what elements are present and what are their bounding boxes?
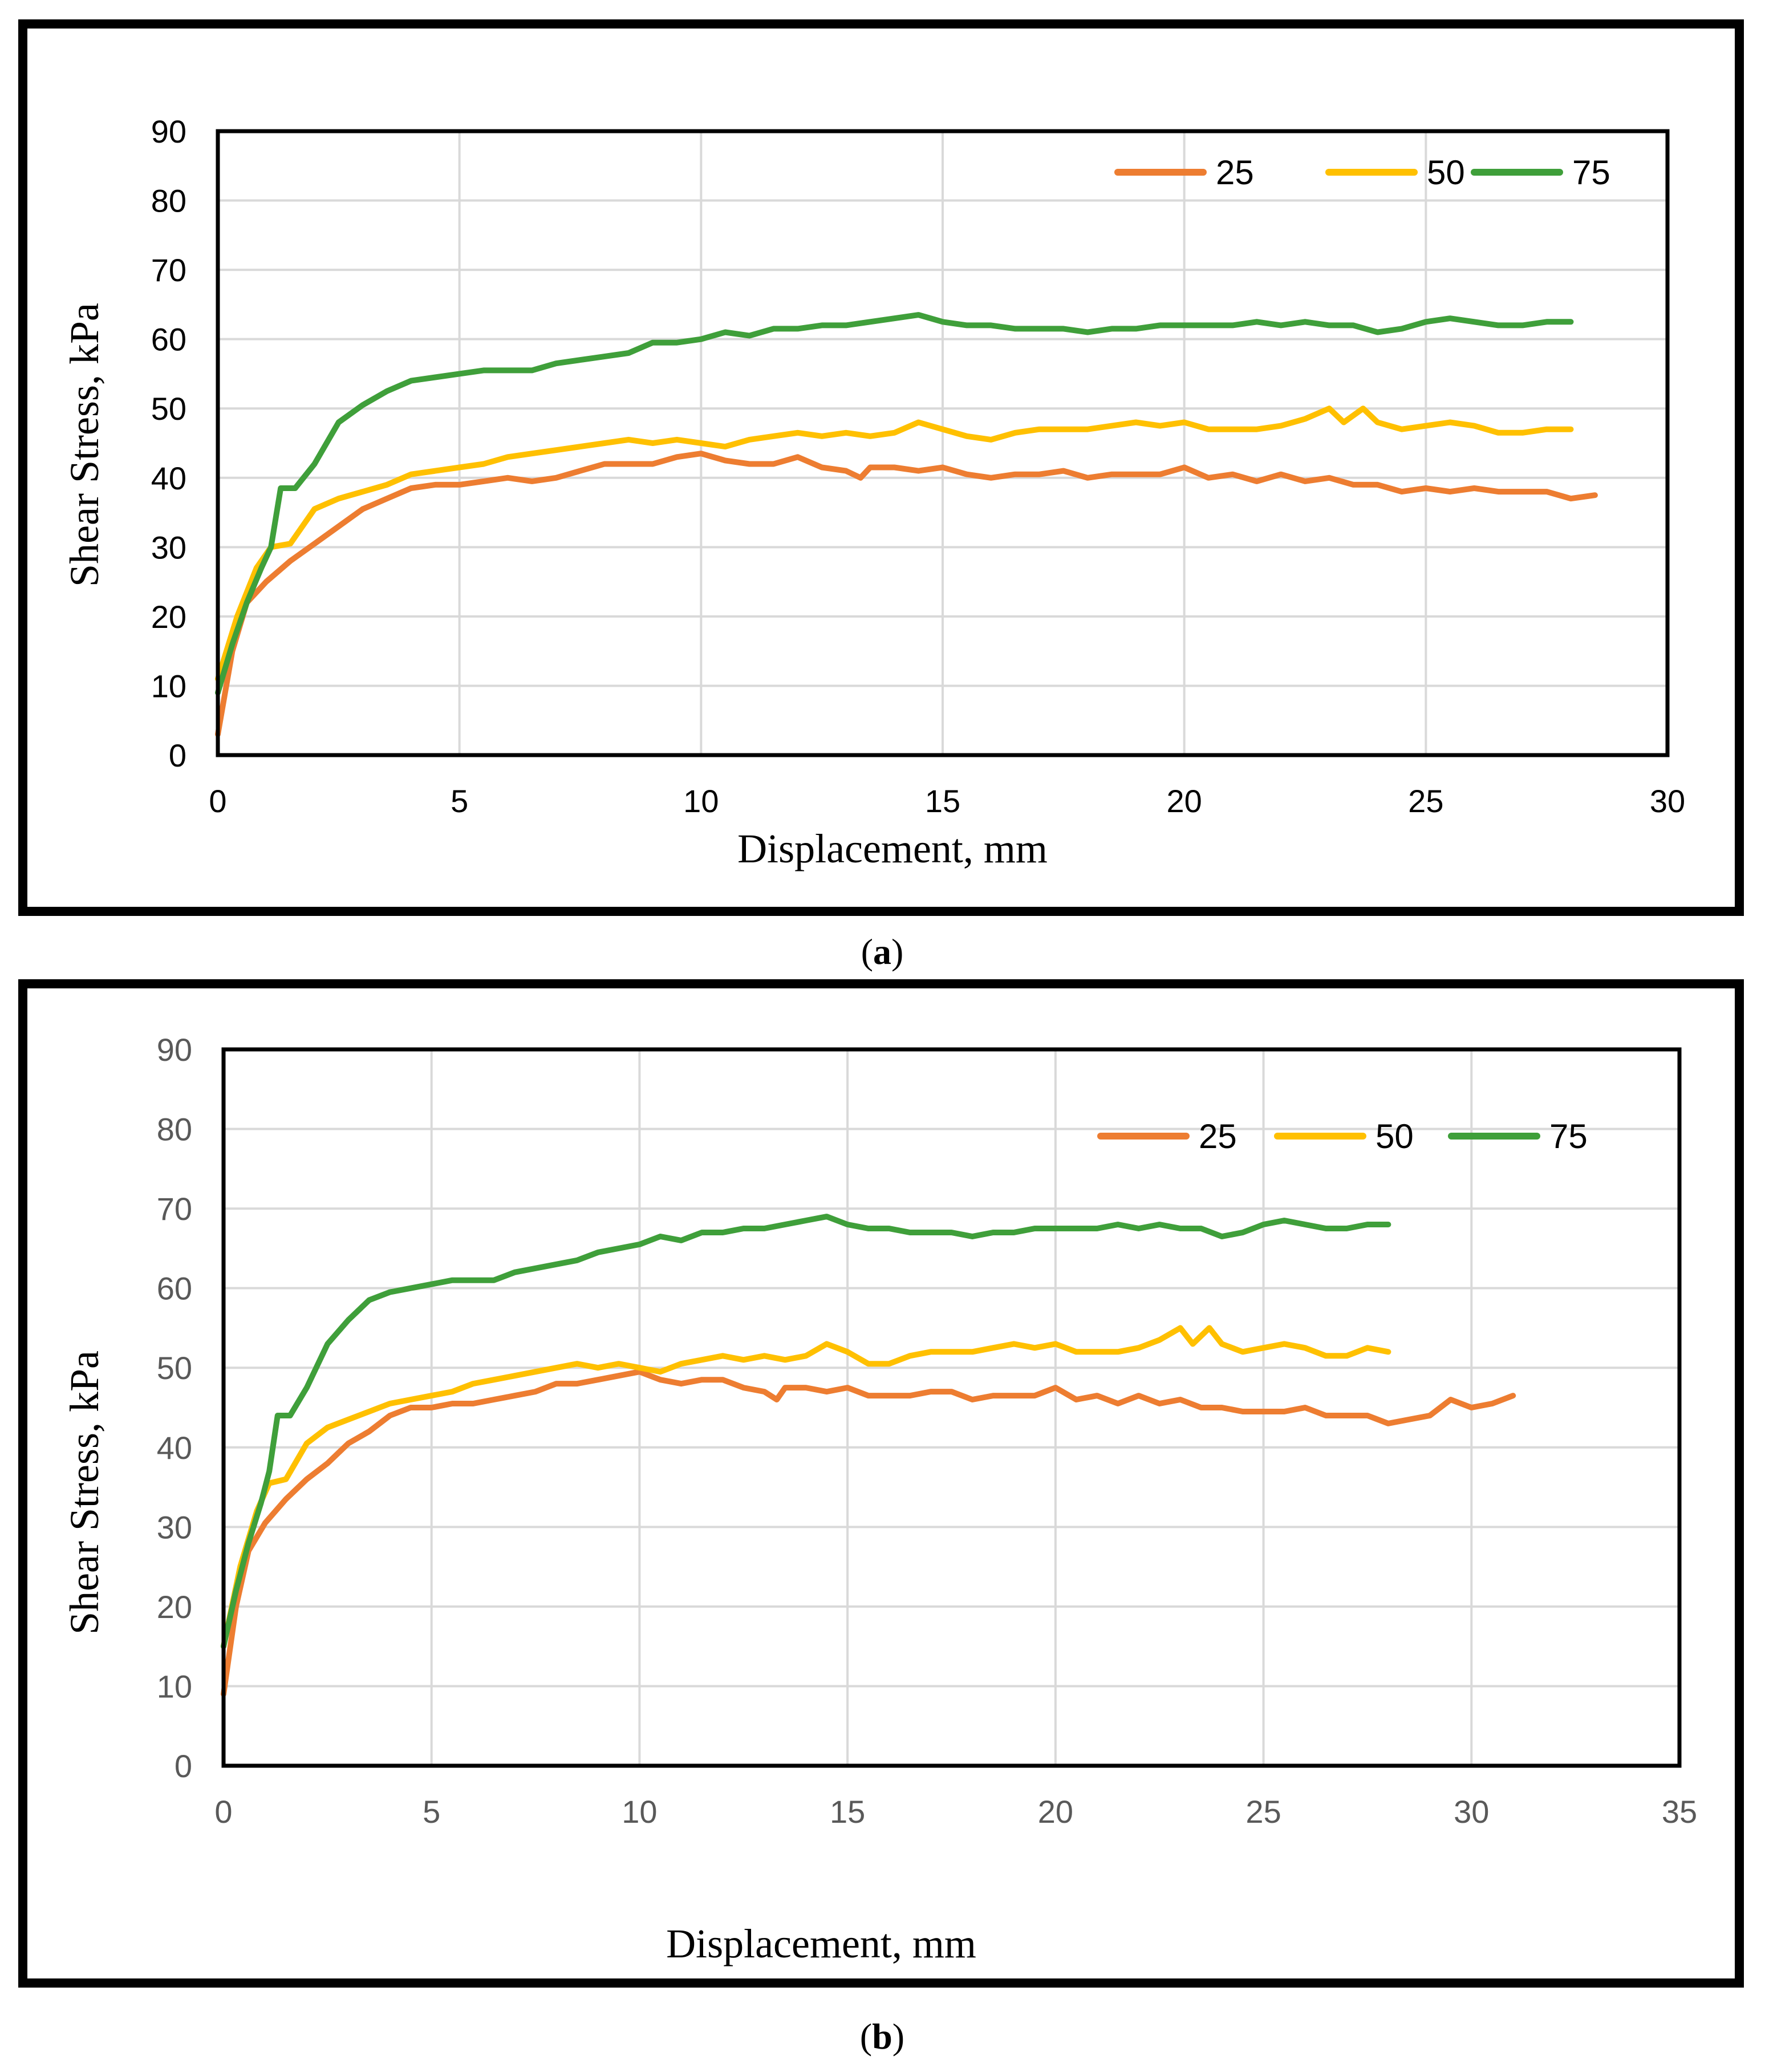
chart-b-y-tick-80: 80 xyxy=(157,1112,192,1147)
chart-b-x-tick-labels: 0 5 10 15 20 25 30 35 xyxy=(214,1794,1697,1830)
chart-b-y-tick-labels: 0 10 20 30 40 50 60 70 80 90 xyxy=(157,1032,192,1784)
chart-a-x-tick-15: 15 xyxy=(925,783,960,819)
chart-b-y-tick-50: 50 xyxy=(157,1350,192,1386)
chart-b-y-tick-20: 20 xyxy=(157,1589,192,1625)
chart-b-y-tick-70: 70 xyxy=(157,1191,192,1227)
chart-b-legend: 25 50 75 xyxy=(1097,1117,1588,1155)
panel-b-frame xyxy=(18,979,1744,1988)
chart-b-x-axis-title: Displacement, mm xyxy=(666,1921,976,1966)
chart-a-y-tick-20: 20 xyxy=(151,599,186,635)
caption-a: (a) xyxy=(861,931,904,972)
chart-a-y-tick-90: 90 xyxy=(151,113,186,149)
chart-a-y-tick-0: 0 xyxy=(169,737,186,773)
chart-a-y-tick-labels: 0 10 20 30 40 50 60 70 80 90 xyxy=(151,113,186,773)
chart-a-series-75-line xyxy=(215,312,1574,696)
chart-b-series-25-line xyxy=(221,1369,1516,1697)
chart-b-y-tick-60: 60 xyxy=(157,1271,192,1307)
chart-a-x-tick-0: 0 xyxy=(209,783,226,819)
chart-b: 0 10 20 30 40 50 60 70 80 90 0 5 10 15 20 25 30 35 Displ… xyxy=(62,1032,1697,1966)
chart-a-plot-area xyxy=(216,129,1670,757)
caption-b-close: ) xyxy=(892,2016,904,2057)
chart-b-legend-50-label: 50 xyxy=(1376,1117,1414,1155)
chart-b-grid xyxy=(224,1049,1679,1766)
chart-a-legend-75-label: 75 xyxy=(1572,153,1610,192)
chart-b-x-tick-10: 10 xyxy=(622,1794,657,1830)
chart-b-x-tick-0: 0 xyxy=(214,1794,232,1830)
chart-b-y-tick-30: 30 xyxy=(157,1509,192,1545)
chart-b-x-tick-35: 35 xyxy=(1662,1794,1697,1830)
chart-b-series-75-line xyxy=(221,1214,1391,1649)
chart-b-x-tick-20: 20 xyxy=(1038,1794,1073,1830)
chart-b-y-tick-40: 40 xyxy=(157,1430,192,1466)
caption-b: (b) xyxy=(860,2016,904,2057)
chart-a-series xyxy=(215,312,1598,737)
chart-b-y-tick-90: 90 xyxy=(157,1032,192,1068)
caption-a-close: ) xyxy=(891,931,903,972)
chart-b-x-tick-5: 5 xyxy=(423,1794,440,1830)
chart-b-y-tick-0: 0 xyxy=(175,1748,192,1784)
chart-b-legend-25-label: 25 xyxy=(1199,1117,1237,1155)
chart-b-y-axis-title: Shear Stress, kPa xyxy=(62,1351,107,1635)
chart-a-x-tick-25: 25 xyxy=(1408,783,1443,819)
chart-a-y-tick-30: 30 xyxy=(151,529,186,565)
chart-a-y-tick-80: 80 xyxy=(151,183,186,219)
chart-a: 0 10 20 30 40 50 60 70 80 90 0 5 10 15 20 25 30 Displac… xyxy=(62,113,1685,871)
chart-a-y-tick-40: 40 xyxy=(151,460,186,496)
chart-a-y-tick-50: 50 xyxy=(151,391,186,427)
chart-a-x-tick-30: 30 xyxy=(1650,783,1685,819)
chart-a-legend: 25 50 75 xyxy=(1114,153,1610,192)
chart-b-x-tick-25: 25 xyxy=(1245,1794,1281,1830)
caption-b-letter: b xyxy=(872,2016,892,2057)
chart-b-y-tick-10: 10 xyxy=(157,1668,192,1704)
chart-b-plot-area xyxy=(221,1047,1682,1768)
chart-a-x-tick-10: 10 xyxy=(683,783,719,819)
chart-a-y-tick-70: 70 xyxy=(151,252,186,288)
chart-a-x-tick-5: 5 xyxy=(451,783,468,819)
chart-a-x-tick-labels: 0 5 10 15 20 25 30 xyxy=(209,783,1685,819)
chart-b-legend-75-label: 75 xyxy=(1549,1117,1588,1155)
chart-a-x-tick-20: 20 xyxy=(1167,783,1202,819)
chart-a-y-tick-10: 10 xyxy=(151,668,186,704)
caption-b-open: ( xyxy=(860,2016,872,2057)
chart-b-series xyxy=(221,1214,1516,1697)
chart-b-x-tick-15: 15 xyxy=(830,1794,865,1830)
chart-a-y-tick-60: 60 xyxy=(151,322,186,358)
chart-a-legend-25-label: 25 xyxy=(1216,153,1254,192)
chart-a-legend-50-label: 50 xyxy=(1427,153,1465,192)
caption-a-letter: a xyxy=(873,931,891,972)
chart-a-x-axis-title: Displacement, mm xyxy=(737,826,1048,871)
chart-a-y-axis-title: Shear Stress, kPa xyxy=(62,303,107,587)
chart-b-series-50-line xyxy=(221,1325,1391,1649)
chart-a-series-25-line xyxy=(215,451,1598,737)
chart-a-series-50-line xyxy=(215,406,1574,682)
chart-b-x-tick-30: 30 xyxy=(1454,1794,1489,1830)
caption-a-open: ( xyxy=(861,931,873,972)
